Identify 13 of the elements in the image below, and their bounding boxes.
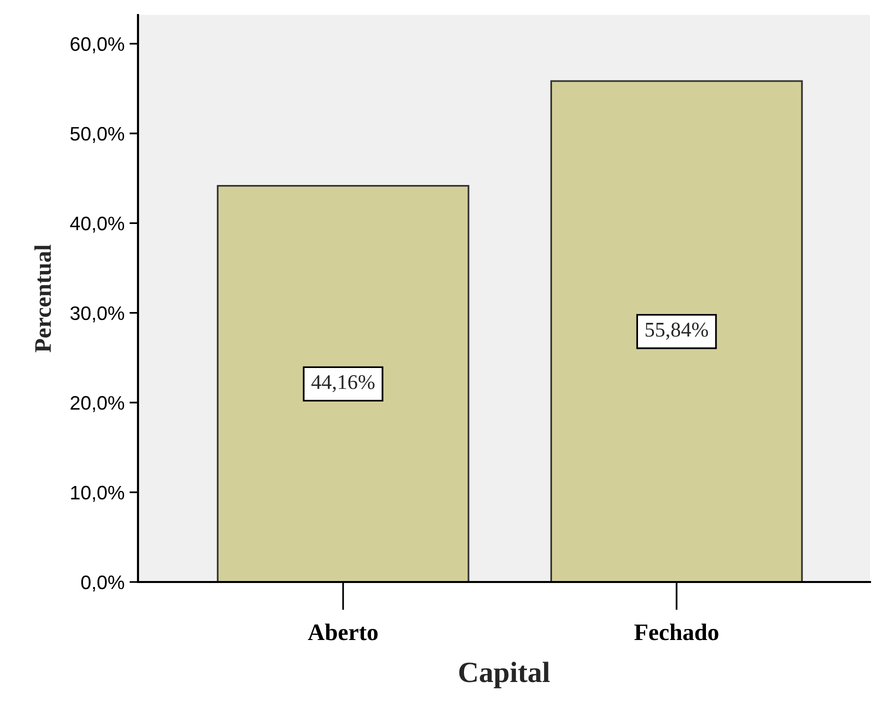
x-tick-label: Aberto	[308, 624, 378, 640]
data-label: 44,16%	[311, 375, 374, 392]
x-axis-title: Capital	[459, 662, 550, 688]
y-axis-title: Percentual	[34, 244, 52, 352]
y-tick-label: 30,0%	[70, 306, 124, 322]
y-tick-label: 0,0%	[81, 575, 124, 592]
y-tick-label: 50,0%	[70, 126, 124, 143]
y-tick-label: 20,0%	[70, 396, 124, 412]
y-tick-label: 10,0%	[71, 486, 124, 502]
x-tick-label: Fechado	[634, 624, 718, 640]
y-tick-label: 60,0%	[70, 37, 124, 54]
y-tick-label: 40,0%	[70, 216, 124, 233]
data-label: 55,84%	[646, 322, 708, 340]
